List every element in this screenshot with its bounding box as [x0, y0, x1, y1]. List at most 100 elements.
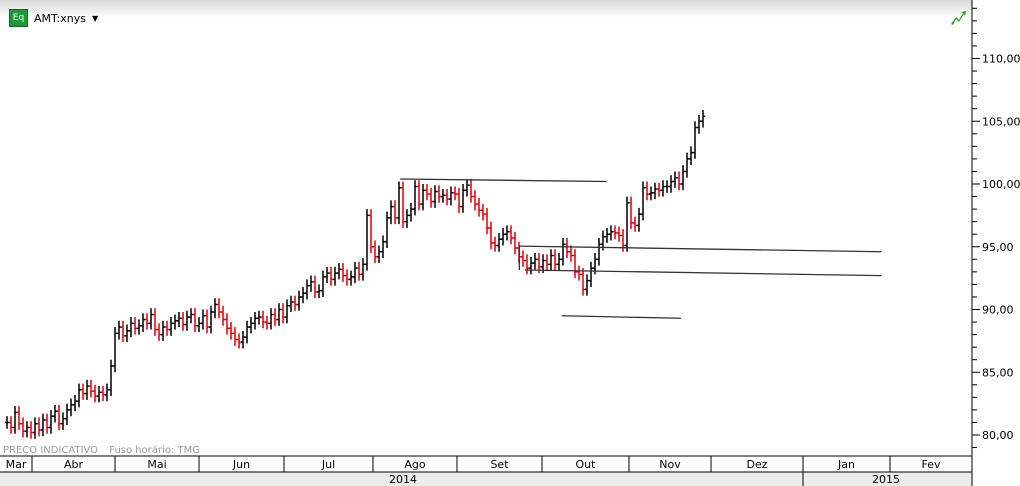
ohlc-bar — [341, 263, 345, 282]
ohlc-bar — [297, 290, 301, 311]
ohlc-bar — [557, 253, 561, 271]
y-tick-label: 105,00 — [982, 115, 1020, 128]
ohlc-bar — [681, 165, 685, 191]
ohlc-bar — [437, 185, 441, 203]
ohlc-bar — [481, 204, 485, 221]
ohlc-bar — [117, 320, 121, 340]
ohlc-bar — [585, 274, 589, 296]
ohlc-bar — [397, 181, 401, 225]
ohlc-bar — [609, 225, 613, 241]
ohlc-bar — [677, 171, 681, 191]
ohlc-bar — [477, 197, 481, 217]
ohlc-bar — [209, 305, 213, 334]
ohlc-bar — [361, 258, 365, 281]
ohlc-bar — [241, 330, 245, 349]
ohlc-bar — [657, 182, 661, 197]
ohlc-bar — [649, 186, 653, 201]
ohlc-bar — [229, 322, 233, 340]
ohlc-bar — [169, 317, 173, 336]
ohlc-bar — [461, 184, 465, 213]
trend-up-icon[interactable] — [951, 11, 966, 25]
ohlc-bar — [549, 249, 553, 271]
ohlc-bar — [513, 231, 517, 255]
ohlc-bar — [9, 416, 13, 434]
dropdown-arrow-icon[interactable]: ▼ — [91, 13, 99, 23]
ohlc-bar — [357, 261, 361, 281]
month-label-nov: Nov — [659, 458, 681, 471]
ohlc-bar — [129, 317, 133, 338]
ohlc-bar — [177, 312, 181, 328]
ohlc-bar — [49, 409, 53, 434]
ohlc-bar — [197, 317, 201, 333]
ohlc-bar — [629, 196, 633, 230]
ohlc-bar — [689, 146, 693, 166]
equity-badge-icon: Eq — [9, 9, 28, 27]
ohlc-bar — [445, 189, 449, 206]
y-tick-label: 85,00 — [982, 366, 1014, 379]
ohlc-bar — [353, 261, 357, 284]
ohlc-bar — [45, 413, 49, 434]
ohlc-bar — [157, 323, 161, 341]
ohlc-bar — [149, 308, 153, 330]
ohlc-bar — [325, 266, 329, 284]
ohlc-bar — [281, 303, 285, 324]
ohlc-bar — [253, 312, 257, 330]
ohlc-bar — [605, 227, 609, 243]
ohlc-bar — [697, 114, 701, 134]
ohlc-bar — [205, 309, 209, 334]
ohlc-bar — [73, 394, 77, 412]
ohlc-bar — [57, 404, 61, 430]
ohlc-bar — [465, 178, 469, 197]
ohlc-bar — [265, 315, 269, 330]
ohlc-bar — [381, 235, 385, 259]
ohlc-bar — [401, 181, 405, 228]
ohlc-bar — [137, 319, 141, 335]
ohlc-bar — [653, 182, 657, 200]
ohlc-bar — [269, 308, 273, 330]
ohlc-bar — [25, 421, 29, 438]
month-label-ago: Ago — [404, 458, 426, 471]
y-tick-label: 110,00 — [982, 53, 1020, 66]
ohlc-bar — [685, 152, 689, 178]
ohlc-bar — [237, 333, 241, 349]
ohlc-bar — [553, 249, 557, 271]
ohlc-bar — [37, 417, 41, 437]
ohlc-bar — [17, 406, 21, 430]
y-tick-label: 80,00 — [982, 429, 1014, 442]
ohlc-bar — [113, 327, 117, 373]
ohlc-bar — [217, 298, 221, 319]
month-label-fev: Fev — [921, 458, 940, 471]
ohlc-bar — [305, 279, 309, 300]
ohlc-bar — [233, 327, 237, 346]
ohlc-bar — [533, 253, 537, 270]
chart-footer: PREÇO INDICATIVO Fuso horário: TMG — [3, 445, 200, 456]
ohlc-bar — [377, 245, 381, 264]
ohlc-bar — [89, 379, 93, 398]
symbol-selector[interactable]: Eq AMT:xnys ▼ — [9, 9, 98, 27]
ohlc-bar — [405, 209, 409, 228]
ohlc-bar — [701, 109, 705, 128]
ohlc-bar — [5, 416, 9, 429]
ohlc-bar — [289, 295, 293, 313]
ohlc-bar — [277, 303, 281, 326]
ohlc-bar — [69, 398, 73, 417]
ohlc-bar — [309, 275, 313, 292]
ohlc-bar — [201, 309, 205, 330]
ohlc-bar — [261, 310, 265, 329]
ohlc-bar — [53, 404, 57, 423]
ohlc-bar — [153, 308, 157, 336]
month-label-jul: Jul — [321, 458, 335, 471]
ohlc-bar — [441, 189, 445, 203]
ohlc-bar — [165, 320, 169, 336]
timezone-label: Fuso horário: TMG — [109, 445, 201, 456]
trendline — [519, 245, 882, 253]
ohlc-bar — [573, 249, 577, 279]
ohlc-bar — [245, 320, 249, 344]
ohlc-bar — [645, 181, 649, 201]
ohlc-bar — [417, 180, 421, 211]
ohlc-bar — [521, 250, 525, 267]
ohlc-bar — [321, 270, 325, 297]
ohlc-bar — [141, 313, 145, 333]
ohlc-bar — [509, 225, 513, 245]
